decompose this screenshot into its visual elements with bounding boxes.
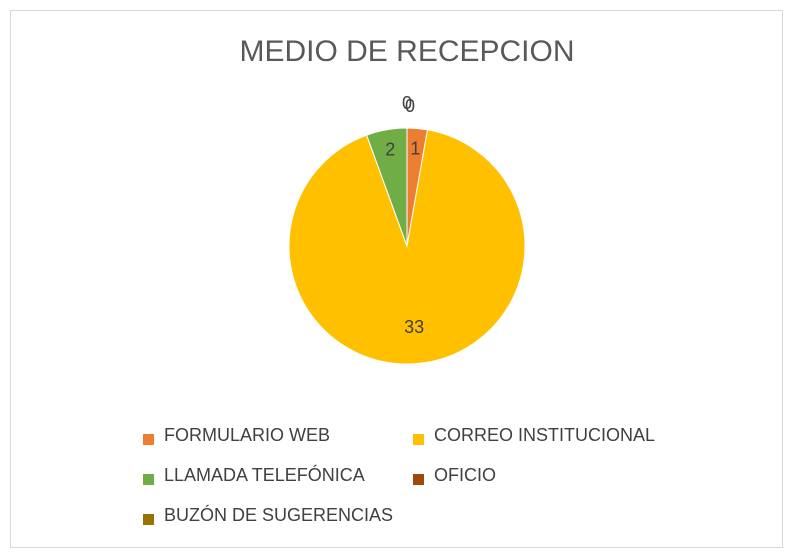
data-label: 0: [405, 96, 415, 116]
legend-swatch: [143, 474, 154, 485]
data-label: 1: [410, 138, 420, 158]
pie-slice: [366, 127, 408, 247]
legend-swatch: [413, 474, 424, 485]
legend-label: FORMULARIO WEB: [164, 425, 330, 445]
legend-label: LLAMADA TELEFÓNICA: [164, 464, 365, 485]
legend-label: CORREO INSTITUCIONAL: [434, 425, 655, 445]
pie-slice: [288, 129, 526, 365]
chart-title: MEDIO DE RECEPCION: [239, 35, 574, 68]
legend-swatch: [143, 434, 154, 445]
data-label: 33: [404, 317, 424, 337]
legend-swatch: [143, 514, 154, 525]
legend-label: BUZÓN DE SUGERENCIAS: [164, 504, 393, 525]
legend-swatch: [413, 434, 424, 445]
data-label: 0: [402, 93, 412, 113]
data-label: 2: [385, 139, 395, 159]
legend-label: OFICIO: [434, 465, 496, 485]
